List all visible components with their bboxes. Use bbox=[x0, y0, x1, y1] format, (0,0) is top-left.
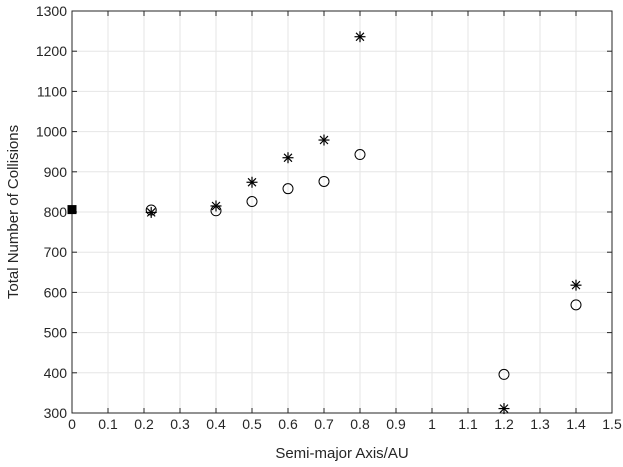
gridlines bbox=[71, 10, 613, 414]
y-tick-label: 800 bbox=[44, 204, 68, 220]
asterisk-point bbox=[354, 31, 366, 43]
asterisk-point bbox=[246, 176, 258, 188]
x-tick-label: 0.4 bbox=[206, 416, 226, 432]
x-tick-label: 0.6 bbox=[278, 416, 298, 432]
x-tick-label: 1.4 bbox=[566, 416, 586, 432]
x-tick-label: 0.2 bbox=[134, 416, 154, 432]
y-tick-label: 1200 bbox=[36, 43, 67, 59]
y-tick-label: 1000 bbox=[36, 124, 67, 140]
x-tick-label: 1.5 bbox=[602, 416, 622, 432]
circle-point bbox=[318, 175, 330, 187]
square-point bbox=[67, 205, 77, 215]
y-tick-label: 500 bbox=[44, 325, 68, 341]
x-tick-label: 0.5 bbox=[242, 416, 262, 432]
data-points bbox=[67, 31, 582, 415]
y-tick-label: 900 bbox=[44, 164, 68, 180]
x-tick-label: 1.3 bbox=[530, 416, 550, 432]
circle-point bbox=[570, 299, 582, 311]
asterisk-point bbox=[210, 200, 222, 212]
x-tick-label: 0.3 bbox=[170, 416, 190, 432]
x-tick-label: 0.8 bbox=[350, 416, 370, 432]
asterisk-point bbox=[570, 279, 582, 291]
x-tick-label: 0.1 bbox=[98, 416, 118, 432]
x-axis-label: Semi-major Axis/AU bbox=[275, 445, 408, 462]
x-tick-label: 0 bbox=[68, 416, 76, 432]
asterisk-point bbox=[145, 206, 157, 218]
x-tick-label: 1 bbox=[428, 416, 436, 432]
x-tick-label: 0.7 bbox=[314, 416, 334, 432]
y-axis-label: Total Number of Collisions bbox=[5, 125, 22, 299]
circle-point bbox=[282, 183, 294, 195]
asterisk-point bbox=[318, 134, 330, 146]
y-tick-label: 700 bbox=[44, 244, 68, 260]
circle-point bbox=[498, 368, 510, 380]
asterisk-point bbox=[498, 403, 510, 415]
y-tick-label: 1300 bbox=[36, 3, 67, 19]
circle-point bbox=[354, 149, 366, 161]
y-tick-label: 1100 bbox=[37, 83, 67, 99]
y-tick-labels: 300 400 500 600 700 800 900 1000 1100 1200 1300 bbox=[36, 3, 67, 421]
y-tick-label: 300 bbox=[44, 405, 68, 421]
circle-point bbox=[246, 196, 258, 208]
x-tick-labels: 0 0.1 0.2 0.3 0.4 0.5 0.6 0.7 0.8 0.9 1 1.1 1.2 1.3 1.… bbox=[68, 416, 622, 432]
ticks bbox=[71, 10, 613, 414]
x-tick-label: 1.1 bbox=[458, 416, 478, 432]
asterisk-point bbox=[282, 152, 294, 164]
y-tick-label: 400 bbox=[44, 365, 68, 381]
x-tick-label: 0.9 bbox=[386, 416, 406, 432]
x-tick-label: 1.2 bbox=[494, 416, 514, 432]
y-tick-label: 600 bbox=[44, 284, 68, 300]
